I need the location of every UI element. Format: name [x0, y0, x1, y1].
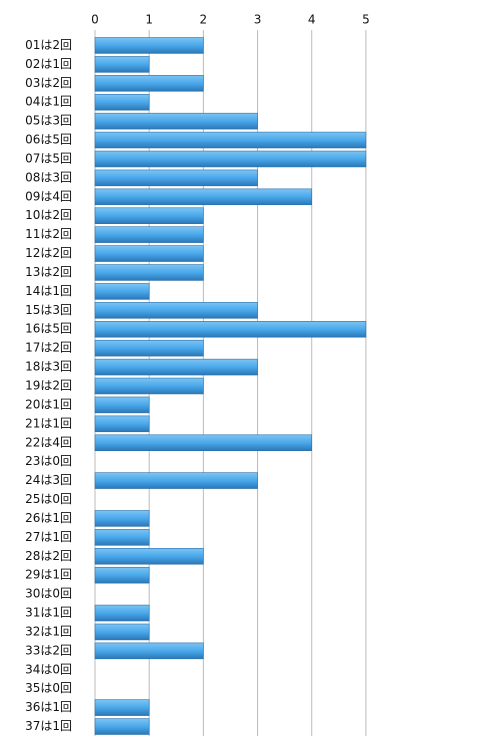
bar	[94, 358, 258, 376]
y-tick-label: 13は2回	[25, 265, 72, 279]
y-tick-label: 36は1回	[25, 700, 72, 714]
y-tick-label: 32は1回	[25, 624, 72, 638]
bar	[94, 75, 204, 92]
y-tick-label: 33は2回	[25, 643, 72, 657]
bar	[94, 131, 367, 149]
y-tick-label: 07は5回	[25, 151, 72, 165]
y-tick-label: 11は2回	[25, 227, 72, 241]
y-tick-label: 30は0回	[25, 587, 72, 601]
x-tick-label: 3	[254, 13, 262, 27]
bar	[94, 623, 150, 641]
bar	[94, 188, 313, 206]
y-tick-label: 18は3回	[25, 360, 72, 374]
y-tick-label: 21は1回	[25, 416, 72, 430]
y-tick-label: 27は1回	[25, 530, 72, 544]
y-tick-label: 29は1回	[25, 568, 72, 582]
bar	[94, 226, 204, 243]
y-tick-label: 25は0回	[25, 492, 72, 506]
bar	[94, 93, 150, 111]
bar	[94, 264, 204, 281]
bar	[94, 150, 367, 168]
bar	[94, 377, 204, 395]
x-tick-label: 1	[145, 13, 153, 27]
y-tick-label: 28は2回	[25, 549, 72, 563]
y-tick-label: 20は1回	[25, 397, 72, 411]
y-tick-label: 15は3回	[25, 303, 72, 317]
y-tick-label: 26は1回	[25, 511, 72, 525]
bar	[94, 283, 150, 300]
bar	[94, 207, 204, 224]
y-tick-label: 12は2回	[25, 246, 72, 260]
bar	[94, 604, 150, 622]
y-tick-label: 03は2回	[25, 76, 72, 90]
bar	[94, 434, 313, 452]
y-tick-label: 09は4回	[25, 189, 72, 203]
x-tick-label: 2	[200, 13, 208, 27]
y-tick-label: 23は0回	[25, 454, 72, 468]
bar	[94, 472, 258, 489]
y-tick-label: 05は3回	[25, 114, 72, 128]
y-tick-label: 31は1回	[25, 606, 72, 620]
y-tick-label: 01は2回	[25, 38, 72, 52]
y-tick-label: 04は1回	[25, 95, 72, 109]
bar	[94, 529, 150, 546]
bar	[94, 320, 367, 338]
y-tick-label: 08は3回	[25, 170, 72, 184]
x-tick-label: 0	[91, 13, 99, 27]
y-tick-label: 10は2回	[25, 208, 72, 222]
y-tick-label: 02は1回	[25, 57, 72, 71]
x-tick-label: 4	[308, 13, 316, 27]
y-tick-label: 14は1回	[25, 284, 72, 298]
y-tick-label: 34は0回	[25, 662, 72, 676]
y-tick-label: 35は0回	[25, 681, 72, 695]
y-tick-label: 06は5回	[25, 133, 72, 147]
bar	[94, 718, 150, 735]
y-tick-label: 22は4回	[25, 435, 72, 449]
bar	[94, 415, 150, 433]
bar	[94, 169, 258, 187]
bar	[94, 396, 150, 414]
y-tick-label: 16は5回	[25, 322, 72, 336]
bar	[94, 510, 150, 527]
y-tick-label: 17は2回	[25, 341, 72, 355]
x-tick-label: 5	[362, 13, 370, 27]
y-tick-label: 19は2回	[25, 379, 72, 393]
bar	[94, 642, 204, 660]
bar	[94, 112, 258, 130]
bar	[94, 548, 204, 565]
bar	[94, 302, 258, 319]
bar	[94, 339, 204, 357]
bar	[94, 245, 204, 262]
bar	[94, 56, 150, 73]
y-tick-label: 24は3回	[25, 473, 72, 487]
bar	[94, 566, 150, 584]
y-tick-label: 37は1回	[25, 719, 72, 733]
bar	[94, 37, 204, 54]
bar	[94, 699, 150, 716]
